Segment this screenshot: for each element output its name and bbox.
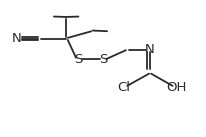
Text: Cl: Cl — [117, 81, 130, 94]
Text: S: S — [74, 52, 83, 65]
Text: S: S — [99, 52, 107, 65]
Text: N: N — [12, 32, 22, 45]
Text: OH: OH — [166, 81, 187, 94]
Text: N: N — [145, 43, 155, 56]
